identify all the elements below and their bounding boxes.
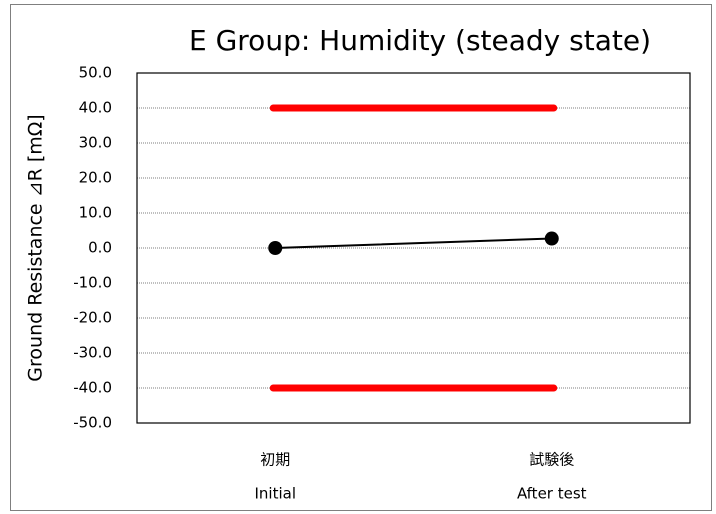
y-axis-label: Ground Resistance ⊿R [mΩ]	[25, 114, 47, 381]
x-tick-label: Initial	[254, 485, 296, 503]
x-tick-label: After test	[517, 485, 587, 503]
y-tick-label: -20.0	[73, 309, 112, 327]
y-tick-label: 0.0	[88, 239, 112, 257]
y-tick-label: -40.0	[73, 379, 112, 397]
plot-border	[136, 72, 691, 424]
y-tick-label: 50.0	[79, 64, 112, 82]
y-tick-label: 40.0	[79, 99, 112, 117]
data-line	[274, 237, 553, 249]
x-tick-label: 初期	[260, 451, 290, 469]
data-point	[268, 241, 283, 255]
y-tick-label: 30.0	[79, 134, 112, 152]
data-point	[544, 231, 559, 246]
chart-title: E Group: Humidity (steady state)	[189, 24, 651, 57]
chart-border	[10, 4, 712, 511]
y-tick-label: -30.0	[73, 344, 112, 362]
y-tick-label: -50.0	[73, 414, 112, 432]
y-tick-label: 20.0	[79, 169, 112, 187]
x-tick-label: 試験後	[529, 451, 574, 469]
y-tick-label: -10.0	[73, 274, 112, 292]
y-tick-label: 10.0	[79, 204, 112, 222]
